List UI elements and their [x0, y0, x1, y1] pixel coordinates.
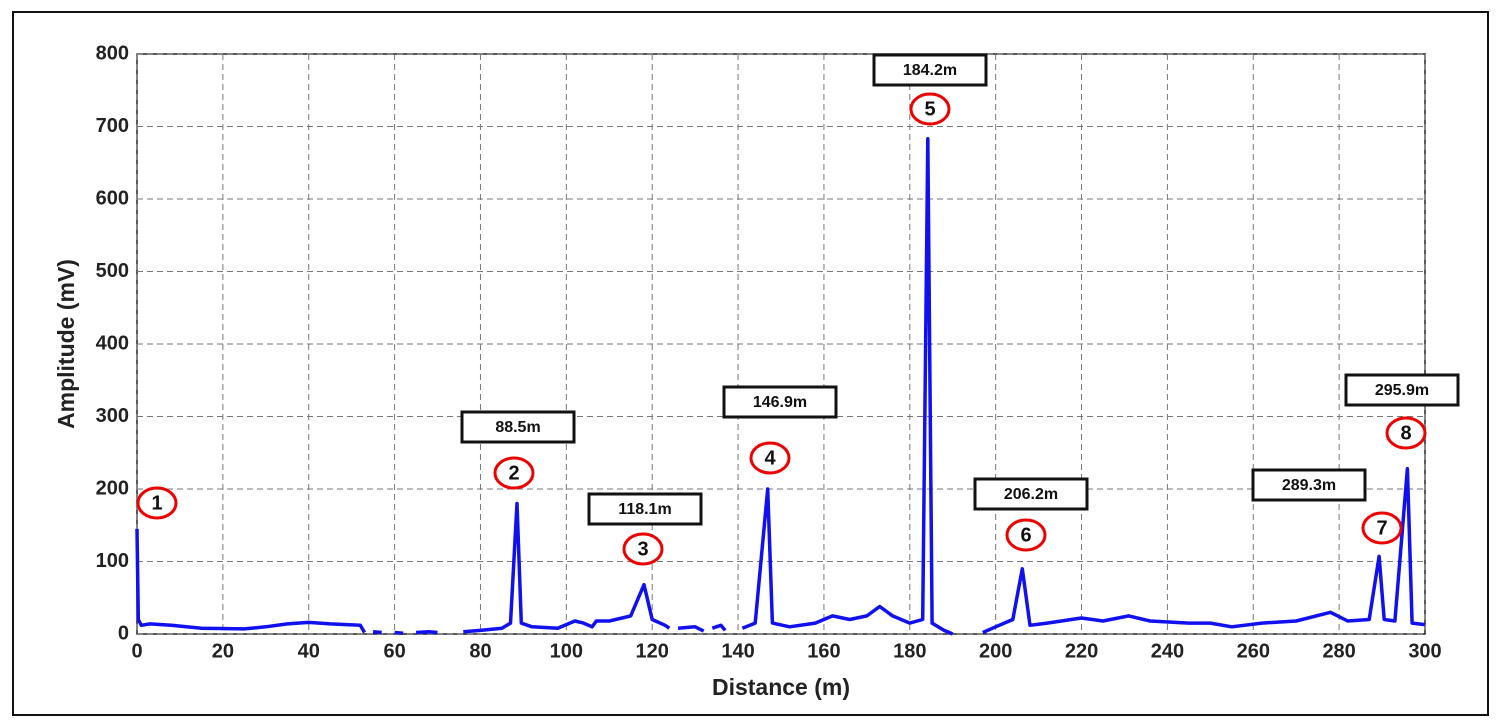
marker-circle	[622, 532, 664, 566]
x-tick-label: 300	[1408, 640, 1441, 662]
marker-circle	[493, 456, 535, 490]
x-tick-label: 140	[721, 640, 754, 662]
y-tick-label: 0	[118, 622, 129, 644]
marker-number: 5	[924, 98, 935, 120]
marker-circle	[749, 441, 791, 475]
marker-number: 7	[1376, 517, 1387, 539]
x-tick-label: 120	[636, 640, 669, 662]
x-tick-label: 200	[979, 640, 1012, 662]
label-box	[973, 477, 1089, 511]
x-tick-label: 100	[550, 640, 583, 662]
marker-number: 1	[151, 492, 162, 514]
y-tick-label: 800	[96, 42, 129, 64]
x-tick-label: 20	[212, 640, 234, 662]
label-box	[1251, 468, 1367, 502]
distance-label: 184.2m	[903, 62, 957, 79]
x-tick-label: 40	[298, 640, 320, 662]
x-tick-label: 160	[807, 640, 840, 662]
x-tick-label: 260	[1237, 640, 1270, 662]
distance-label: 88.5m	[495, 419, 540, 436]
y-tick-label: 100	[96, 550, 129, 572]
label-box	[722, 385, 838, 419]
marker-number: 8	[1400, 422, 1411, 444]
marker-number: 3	[637, 538, 648, 560]
x-tick-label: 60	[383, 640, 405, 662]
marker-number: 6	[1020, 524, 1031, 546]
marker-circle	[136, 486, 178, 520]
marker-circle	[1385, 416, 1427, 450]
y-tick-label: 700	[96, 115, 129, 137]
label-box	[587, 492, 703, 526]
distance-label: 295.9m	[1375, 382, 1429, 399]
frame	[12, 11, 1489, 716]
data-line	[135, 137, 1426, 636]
marker-number: 2	[508, 462, 519, 484]
label-box	[1344, 373, 1460, 407]
marker-number: 4	[764, 447, 776, 469]
marker-circle	[909, 92, 951, 126]
label-box	[460, 410, 576, 444]
distance-label: 118.1m	[618, 501, 671, 518]
label-box	[872, 53, 988, 87]
y-tick-label: 500	[96, 260, 129, 282]
marker-circle	[1005, 518, 1047, 552]
x-tick-label: 220	[1065, 640, 1098, 662]
y-tick-label: 400	[96, 332, 129, 354]
x-tick-label: 240	[1151, 640, 1184, 662]
x-axis-label: Distance (m)	[712, 674, 850, 700]
x-tick-label: 80	[469, 640, 491, 662]
y-tick-label: 300	[96, 405, 129, 427]
distance-label: 206.2m	[1004, 486, 1058, 503]
x-tick-label: 180	[893, 640, 926, 662]
distance-label: 146.9m	[753, 394, 807, 411]
x-tick-label: 0	[131, 640, 142, 662]
y-tick-label: 200	[96, 477, 129, 499]
y-tick-label: 600	[96, 187, 129, 209]
y-axis-label: Amplitude (mV)	[53, 259, 79, 429]
distance-label: 289.3m	[1282, 477, 1336, 494]
marker-circle	[1361, 511, 1403, 545]
x-tick-label: 280	[1322, 640, 1355, 662]
